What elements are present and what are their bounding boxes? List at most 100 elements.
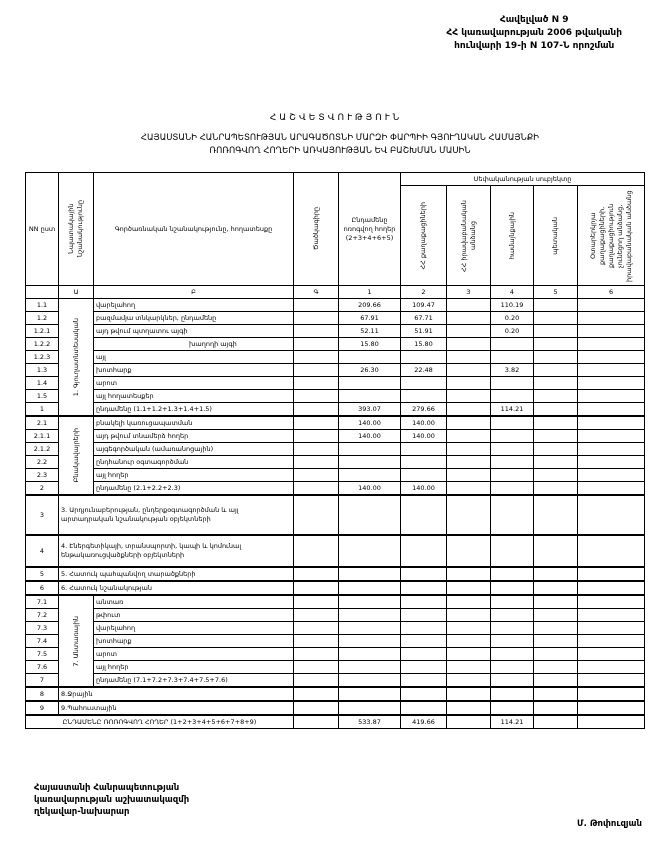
table-row: 7.1 7. Անտառային անտառ <box>25 594 646 688</box>
value-cell: 67.91 <box>338 311 401 325</box>
value-cell <box>576 566 646 582</box>
value-cell <box>576 324 646 338</box>
value-cell <box>576 660 646 674</box>
value-cell <box>490 621 534 635</box>
value-cell <box>293 580 339 596</box>
annex-reference: Հավելված N 9 ՀՀ կառավարության 2006 թվակա… <box>446 14 622 53</box>
annex-line: հունվարի 19-ի N 107-Ն որոշման <box>454 41 615 51</box>
value-cell <box>576 402 646 417</box>
value-cell <box>446 686 491 702</box>
header-c4-text: համայնքային <box>507 211 516 260</box>
table-row: 1.1 1. Գյուղատնտեսական վարելահող 209.66 109.… <box>25 298 646 417</box>
value-cell <box>446 337 491 351</box>
value-cell <box>400 580 447 596</box>
value-cell <box>533 608 578 622</box>
value-cell: 140.00 <box>338 429 401 443</box>
header-code: Ծածկագիրը <box>293 172 339 286</box>
value-cell: 109.47 <box>400 298 447 312</box>
value-cell <box>533 455 578 469</box>
header-nn: NN ըստ <box>25 172 59 286</box>
annex-line: Հավելված N 9 <box>499 15 569 25</box>
value-cell <box>293 311 339 325</box>
table-row: 2.1.1 այդ թվում տնամերձ հողեր 140.00 140.00 <box>25 429 646 443</box>
value-cell <box>293 324 339 338</box>
value-cell <box>293 402 339 417</box>
table-row: 1.2.1 այդ թվում պտղատու այգի 52.11 51.91 0.2… <box>25 324 646 338</box>
value-cell: 393.07 <box>338 402 401 417</box>
value-cell <box>293 415 339 430</box>
row-label: բազմամյա տնկարկներ, ընդամենը <box>93 311 294 325</box>
header-total: Ընդամենը ոռոգվող հողեր (2+3+4+6+5) <box>338 172 401 286</box>
value-cell <box>533 389 578 403</box>
value-cell <box>338 442 401 456</box>
row-label: ընդամենը (2.1+2.2+2.3) <box>93 481 294 496</box>
value-cell <box>293 481 339 496</box>
value-cell <box>576 647 646 661</box>
value-cell <box>533 429 578 443</box>
table-row: 7.3 վարելահող <box>25 621 646 635</box>
value-cell <box>490 580 534 596</box>
table-row: 8 8.Ջրային <box>25 686 646 702</box>
value-cell <box>533 686 578 702</box>
value-cell <box>490 337 534 351</box>
value-cell <box>338 594 401 609</box>
table-row: 7.5 արոտ <box>25 647 646 661</box>
value-cell <box>490 660 534 674</box>
row-label: ընդհանուր օգտագործման <box>93 455 294 469</box>
value-cell <box>576 494 646 536</box>
value-cell <box>338 566 401 582</box>
value-cell <box>490 686 534 702</box>
row-number: 7.6 <box>25 660 59 674</box>
section-label-text: Բնակավայրերի <box>71 428 80 483</box>
value-cell: 52.11 <box>338 324 401 338</box>
table-row: 5 5. Հատուկ պահպանվող տարածքների <box>25 566 646 582</box>
value-cell <box>446 376 491 390</box>
row-number: 1.2.2 <box>25 337 59 351</box>
value-cell <box>533 350 578 364</box>
value-cell: 15.80 <box>400 337 447 351</box>
value-cell <box>293 534 339 568</box>
value-cell: 140.00 <box>338 415 401 430</box>
value-cell <box>533 337 578 351</box>
value-cell <box>293 442 339 456</box>
value-cell <box>533 660 578 674</box>
grand-total-label: ԸՆԴԱՄԵՆԸ ՌՈՌՈԳՎՈՂ ՀՈՂԵՐ (1+2+3+4+5+6+7+8… <box>25 714 294 729</box>
value-cell <box>533 673 578 688</box>
value-cell <box>400 376 447 390</box>
value-cell <box>533 580 578 596</box>
grand-total-row: ԸՆԴԱՄԵՆԸ ՌՈՌՈԳՎՈՂ ՀՈՂԵՐ (1+2+3+4+5+6+7+8… <box>25 714 646 729</box>
row-label: ընդամենը (1.1+1.2+1.3+1.4+1.5) <box>93 402 294 417</box>
row-number: 1.3 <box>25 363 59 377</box>
value-cell <box>533 647 578 661</box>
value-cell <box>293 700 339 716</box>
column-index: 2 <box>400 285 447 299</box>
table-row: 7.6 այլ հողեր <box>25 660 646 674</box>
position-line: Հայաստանի Հանրապետության <box>34 783 180 793</box>
value-cell <box>576 337 646 351</box>
column-index: 3 <box>446 285 491 299</box>
value-cell <box>293 673 339 688</box>
row-number: 2.1 <box>25 415 59 430</box>
section-label-s2: Բնակավայրերի <box>58 415 94 496</box>
row-number: 1 <box>25 402 59 417</box>
subtitle-line: ՀԱՅԱՍՏԱՆԻ ՀԱՆՐԱՊԵՏՈՒԹՅԱՆ ԱՐԱԳԱԾՈՏՆԻ ՄԱՐԶ… <box>140 133 540 143</box>
row-number: 2.2 <box>25 455 59 469</box>
value-cell <box>533 494 578 536</box>
value-cell <box>446 580 491 596</box>
row-label: արոտ <box>93 647 294 661</box>
value-cell <box>293 621 339 635</box>
value-cell <box>338 534 401 568</box>
row-label: անտառ <box>93 594 294 609</box>
value-cell <box>400 389 447 403</box>
value-cell <box>446 673 491 688</box>
value-cell: 0.20 <box>490 324 534 338</box>
subtitle-line: ՌՈՌՈԳՎՈՂ ՀՈՂԵՐԻ ԱՌԿԱՅՈՒԹՅԱՆ ԵՎ ԲԱՇԽՄԱՆ Մ… <box>209 146 471 156</box>
position-line: կառավարության աշխատակազմի <box>34 795 190 805</box>
value-cell <box>446 468 491 482</box>
section-label-s7: 7. Անտառային <box>58 594 94 688</box>
value-cell <box>338 621 401 635</box>
value-cell <box>576 686 646 702</box>
value-cell <box>446 647 491 661</box>
value-cell <box>293 350 339 364</box>
value-cell <box>533 363 578 377</box>
